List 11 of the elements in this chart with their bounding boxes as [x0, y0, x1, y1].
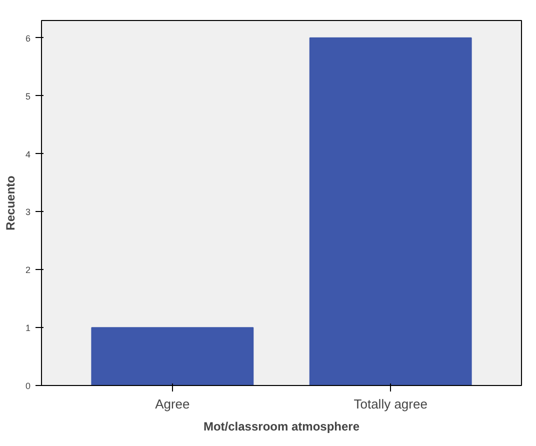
y-tick-label: 6 — [25, 33, 31, 44]
x-tick-label: Totally agree — [354, 396, 428, 412]
x-tick-label: Agree — [155, 396, 190, 412]
y-axis-title: Recuento — [3, 176, 18, 230]
y-tick-label: 1 — [25, 323, 31, 334]
y-tick-label: 5 — [25, 91, 31, 102]
y-tick-label: 4 — [25, 149, 31, 160]
y-tick-label: 2 — [25, 265, 31, 276]
y-tick-label: 3 — [25, 207, 31, 218]
x-axis-title: Mot/classroom atmosphere — [203, 420, 360, 434]
y-tick-label: 0 — [25, 381, 31, 391]
